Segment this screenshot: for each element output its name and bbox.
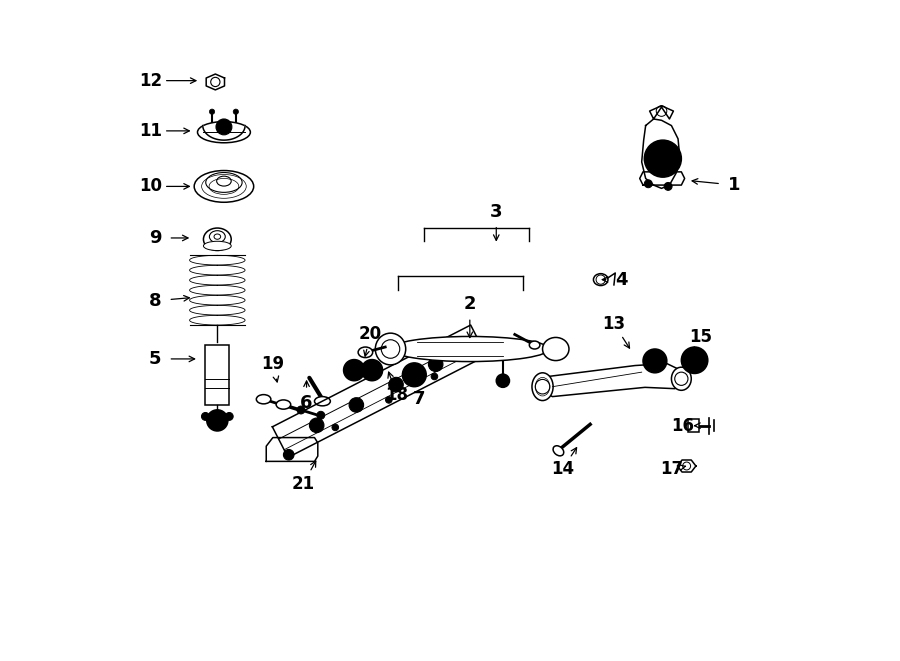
Circle shape — [284, 449, 294, 460]
Polygon shape — [273, 325, 486, 457]
Ellipse shape — [256, 395, 271, 404]
Ellipse shape — [391, 336, 549, 362]
Text: 8: 8 — [148, 292, 161, 310]
Text: 16: 16 — [671, 416, 694, 435]
Polygon shape — [266, 438, 318, 461]
Ellipse shape — [314, 397, 330, 406]
Ellipse shape — [543, 338, 569, 361]
Circle shape — [428, 357, 443, 371]
Circle shape — [344, 360, 364, 381]
Text: 15: 15 — [689, 328, 713, 346]
Ellipse shape — [554, 446, 563, 456]
Text: 18: 18 — [385, 386, 409, 405]
Polygon shape — [202, 126, 245, 140]
Ellipse shape — [529, 341, 540, 349]
Ellipse shape — [203, 241, 231, 251]
Circle shape — [207, 410, 228, 431]
Ellipse shape — [203, 228, 231, 251]
Ellipse shape — [197, 122, 250, 143]
Text: 11: 11 — [140, 122, 162, 140]
Text: 3: 3 — [490, 202, 502, 221]
Circle shape — [643, 349, 667, 373]
Circle shape — [664, 182, 672, 190]
Text: 19: 19 — [261, 354, 284, 373]
Text: 4: 4 — [616, 270, 628, 289]
Bar — [688, 419, 698, 432]
Polygon shape — [642, 119, 680, 188]
Circle shape — [389, 377, 403, 392]
Circle shape — [644, 140, 681, 177]
Circle shape — [233, 109, 238, 114]
Circle shape — [362, 360, 382, 381]
Text: 13: 13 — [602, 315, 626, 333]
Bar — [205, 345, 230, 405]
Ellipse shape — [194, 171, 254, 202]
Polygon shape — [640, 172, 685, 185]
Circle shape — [456, 343, 471, 358]
Circle shape — [310, 418, 324, 432]
Text: 10: 10 — [140, 177, 162, 196]
Text: 9: 9 — [148, 229, 161, 247]
Circle shape — [431, 373, 437, 380]
Text: 12: 12 — [139, 71, 162, 90]
Text: 21: 21 — [292, 475, 315, 493]
Circle shape — [644, 180, 652, 188]
Polygon shape — [206, 74, 224, 90]
Ellipse shape — [375, 333, 406, 365]
Text: 6: 6 — [301, 394, 313, 412]
Polygon shape — [650, 106, 673, 119]
Ellipse shape — [671, 368, 691, 390]
Circle shape — [496, 374, 509, 387]
Text: 5: 5 — [148, 350, 161, 368]
Text: 17: 17 — [661, 460, 684, 479]
Polygon shape — [536, 364, 687, 397]
Text: 2: 2 — [464, 295, 476, 313]
Circle shape — [216, 119, 232, 135]
Circle shape — [297, 406, 305, 414]
Circle shape — [349, 398, 364, 412]
Text: 7: 7 — [413, 389, 425, 408]
Circle shape — [681, 347, 707, 373]
Circle shape — [332, 424, 338, 431]
Polygon shape — [678, 460, 696, 472]
Circle shape — [385, 397, 392, 403]
Ellipse shape — [210, 231, 225, 243]
Text: 14: 14 — [551, 460, 574, 479]
Circle shape — [210, 109, 215, 114]
Circle shape — [225, 412, 233, 420]
Ellipse shape — [532, 373, 554, 401]
Ellipse shape — [206, 173, 242, 192]
Circle shape — [317, 411, 325, 419]
Text: 20: 20 — [359, 325, 382, 343]
Text: 1: 1 — [728, 176, 741, 194]
Circle shape — [202, 412, 210, 420]
Ellipse shape — [593, 274, 608, 286]
Ellipse shape — [276, 400, 291, 409]
Ellipse shape — [358, 347, 373, 358]
Circle shape — [402, 363, 427, 387]
